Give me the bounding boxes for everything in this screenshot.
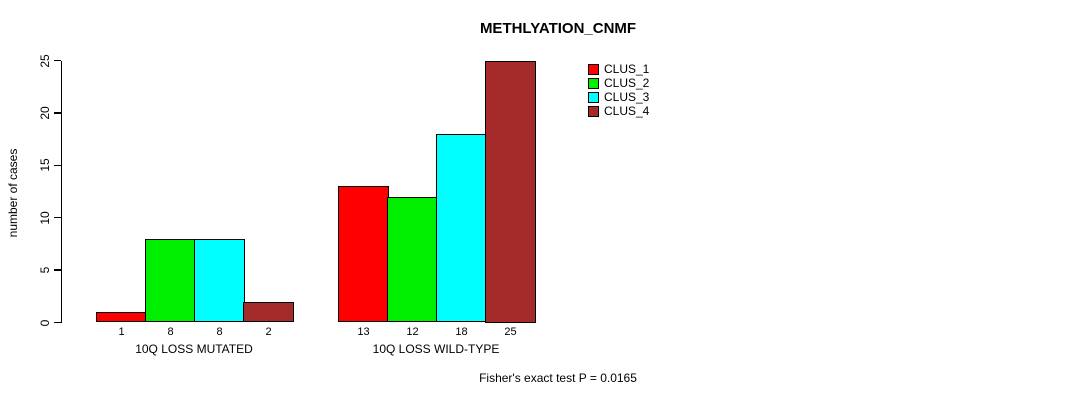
bar-clus_3-group1	[194, 238, 245, 323]
bar-clus_3-group2	[436, 133, 487, 323]
legend-label: CLUS_1	[604, 62, 650, 76]
legend-item: CLUS_4	[588, 104, 649, 118]
legend-color-swatch	[588, 105, 599, 117]
y-axis-tick	[53, 321, 61, 324]
legend-color-swatch	[588, 91, 599, 103]
bar-value-label: 8	[167, 326, 174, 338]
legend-color-swatch	[588, 63, 599, 75]
bar-clus_4-group1	[243, 301, 294, 323]
legend-item: CLUS_1	[588, 62, 649, 76]
bar-value-label: 8	[216, 326, 223, 338]
bar-value-label: 1	[118, 326, 125, 338]
chart-title: METHLYATION_CNMF	[479, 20, 637, 37]
y-axis-tick-label: 20	[38, 106, 52, 120]
bar-clus_1-group1	[96, 312, 147, 323]
y-axis-tick-label: 25	[38, 53, 52, 68]
x-axis-category-label: 10Q LOSS WILD-TYPE	[372, 342, 500, 356]
y-axis-tick-label: 5	[38, 266, 52, 274]
y-axis-tick-label: 15	[38, 158, 52, 172]
legend-item: CLUS_3	[588, 90, 649, 104]
bar-clus_1-group2	[338, 186, 389, 323]
bar-clus_4-group2	[485, 60, 536, 323]
x-axis-category-label: 10Q LOSS MUTATED	[135, 342, 253, 356]
bar-value-label: 12	[406, 326, 419, 338]
y-axis-tick-label: 10	[38, 211, 52, 225]
y-axis-tick-label: 0	[38, 319, 52, 326]
y-axis-tick	[53, 112, 61, 114]
legend-color-swatch	[588, 77, 599, 89]
bar-value-label: 18	[455, 326, 468, 338]
bar-clus_2-group1	[145, 238, 196, 323]
bar-clus_2-group2	[387, 196, 438, 323]
bar-value-label: 25	[504, 326, 517, 338]
y-axis-tick	[53, 216, 61, 219]
legend-label: CLUS_3	[604, 90, 650, 104]
y-axis-label: number of cases	[6, 148, 20, 238]
bar-value-label: 2	[265, 326, 272, 338]
y-axis-tick	[53, 59, 61, 62]
y-axis-tick	[53, 269, 61, 271]
bar-value-label: 13	[357, 326, 370, 338]
legend-label: CLUS_4	[604, 104, 650, 118]
legend: CLUS_1 CLUS_2 CLUS_3 CLUS_4	[588, 62, 649, 118]
legend-label: CLUS_2	[604, 76, 650, 90]
footnote: Fisher's exact test P = 0.0165	[479, 371, 637, 385]
y-axis-line	[60, 60, 62, 323]
legend-item: CLUS_2	[588, 76, 649, 90]
y-axis-tick	[53, 164, 61, 167]
